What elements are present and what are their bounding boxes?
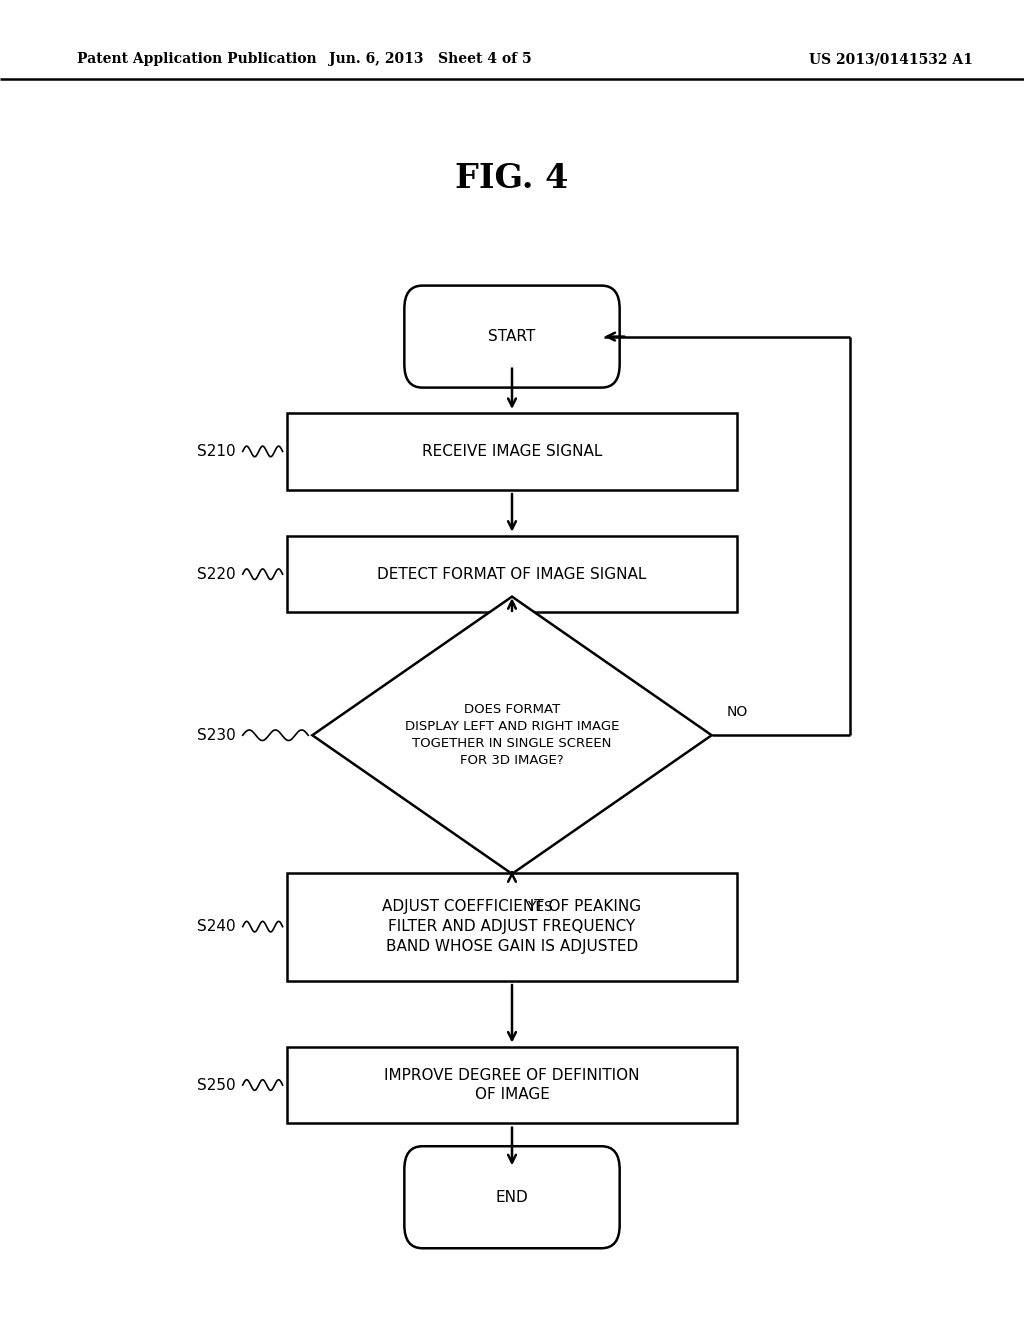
Text: Jun. 6, 2013   Sheet 4 of 5: Jun. 6, 2013 Sheet 4 of 5 — [329, 53, 531, 66]
Text: S230: S230 — [197, 727, 236, 743]
FancyBboxPatch shape — [404, 1146, 620, 1249]
Text: S210: S210 — [197, 444, 236, 459]
Text: YES: YES — [527, 900, 553, 913]
Text: START: START — [488, 329, 536, 345]
Bar — [287, 413, 737, 490]
Text: S240: S240 — [197, 919, 236, 935]
Text: US 2013/0141532 A1: US 2013/0141532 A1 — [809, 53, 973, 66]
Text: NO: NO — [727, 705, 749, 719]
FancyBboxPatch shape — [404, 285, 620, 388]
Text: Patent Application Publication: Patent Application Publication — [77, 53, 316, 66]
Text: END: END — [496, 1189, 528, 1205]
Bar — [287, 1047, 737, 1123]
Text: FIG. 4: FIG. 4 — [456, 162, 568, 195]
Text: DETECT FORMAT OF IMAGE SIGNAL: DETECT FORMAT OF IMAGE SIGNAL — [377, 566, 647, 582]
Bar — [287, 536, 737, 612]
Text: RECEIVE IMAGE SIGNAL: RECEIVE IMAGE SIGNAL — [422, 444, 602, 459]
Text: S220: S220 — [197, 566, 236, 582]
Bar — [287, 873, 737, 981]
Text: DOES FORMAT
DISPLAY LEFT AND RIGHT IMAGE
TOGETHER IN SINGLE SCREEN
FOR 3D IMAGE?: DOES FORMAT DISPLAY LEFT AND RIGHT IMAGE… — [404, 704, 620, 767]
Text: ADJUST COEFFICIENT OF PEAKING
FILTER AND ADJUST FREQUENCY
BAND WHOSE GAIN IS ADJ: ADJUST COEFFICIENT OF PEAKING FILTER AND… — [382, 899, 642, 954]
Text: S250: S250 — [197, 1077, 236, 1093]
Text: IMPROVE DEGREE OF DEFINITION
OF IMAGE: IMPROVE DEGREE OF DEFINITION OF IMAGE — [384, 1068, 640, 1102]
Polygon shape — [312, 597, 712, 874]
